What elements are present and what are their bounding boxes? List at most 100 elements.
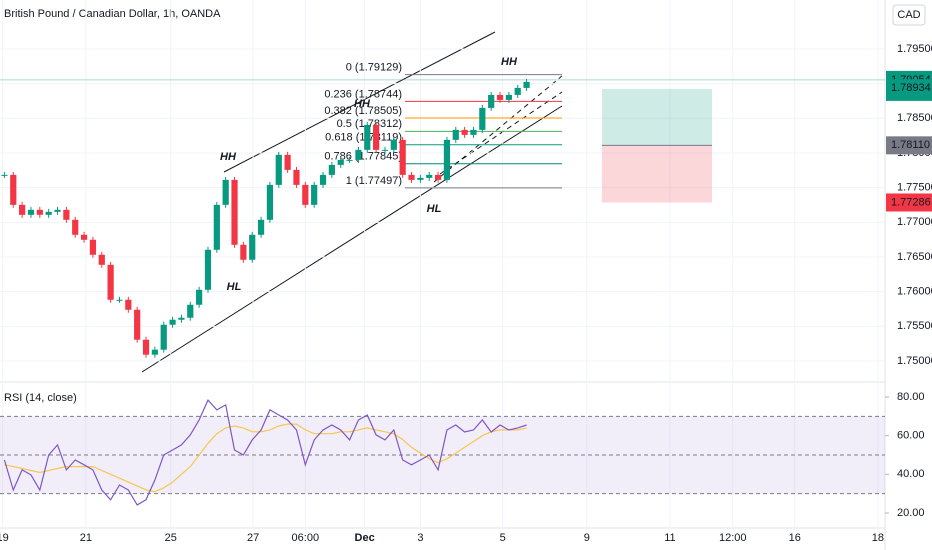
candle — [125, 299, 132, 310]
candle — [187, 304, 194, 318]
price-tag-label: 1.77286 — [891, 196, 931, 208]
x-tick-label: 12:00 — [719, 532, 747, 544]
x-tick-label: 5 — [500, 532, 506, 544]
x-tick-label: 06:00 — [292, 532, 320, 544]
candle — [399, 139, 406, 175]
pattern-label: HL — [227, 281, 242, 293]
channel-lower — [141, 105, 563, 373]
candle — [169, 319, 176, 325]
fib-label: 0 (1.79129) — [346, 62, 402, 74]
price-tag — [886, 193, 932, 212]
y-tick-label: 1.79500 — [897, 43, 932, 55]
candle — [196, 289, 203, 305]
candle — [204, 249, 212, 290]
candle — [461, 129, 468, 135]
candle — [45, 211, 52, 215]
y-tick-label: 1.76000 — [897, 286, 932, 298]
x-tick-label: 25 — [165, 532, 177, 544]
x-tick-label: Dec — [355, 532, 375, 544]
currency-button[interactable] — [892, 4, 926, 26]
candle — [355, 149, 362, 160]
target-zone — [602, 88, 712, 146]
price-tag-label: 1.78934 — [891, 82, 931, 94]
candle — [80, 234, 88, 240]
candle — [514, 87, 521, 95]
candle — [213, 204, 220, 250]
candle — [293, 169, 300, 185]
candle — [364, 124, 371, 150]
candle — [373, 124, 380, 150]
x-tick-label: 9 — [584, 532, 590, 544]
candle — [116, 299, 123, 301]
fib-label: 0.5 (1.78312) — [337, 118, 402, 130]
candle — [470, 129, 477, 135]
candle — [328, 164, 335, 175]
channel-upper — [223, 31, 496, 173]
candle — [222, 179, 229, 205]
x-tick-label: 21 — [80, 532, 92, 544]
price-tag-label: 1.78110 — [891, 139, 930, 151]
y-tick-label: 1.78500 — [897, 112, 932, 124]
candle — [231, 179, 238, 245]
y-tick-label: 1.77000 — [897, 216, 932, 228]
candle — [257, 219, 265, 235]
candle — [54, 209, 61, 212]
x-tick-label: 18 — [872, 532, 884, 544]
candle — [151, 349, 158, 355]
rsi-tick-label: 60.00 — [897, 430, 925, 442]
candle — [134, 309, 141, 340]
candle — [479, 107, 486, 130]
candle — [319, 174, 327, 185]
pattern-label: HH — [220, 151, 237, 163]
candle — [63, 209, 70, 220]
dashed-trend — [433, 75, 563, 183]
candle — [27, 209, 35, 215]
candle — [10, 174, 17, 205]
x-tick-label: 3 — [417, 532, 423, 544]
candle — [1, 174, 8, 176]
candle — [505, 94, 512, 100]
x-tick-label: 27 — [247, 532, 259, 544]
rsi-tick-label: 40.00 — [897, 468, 925, 480]
fib-label: 0.618 (1.78119) — [325, 132, 402, 144]
y-tick-label: 1.76500 — [897, 251, 932, 263]
price-tag — [886, 136, 932, 155]
candle — [142, 339, 150, 355]
candle — [275, 154, 282, 185]
candle — [266, 184, 274, 220]
candle — [426, 174, 433, 178]
fib-label: 0.236 (1.78744) — [324, 88, 402, 100]
candle — [72, 219, 79, 235]
candle — [89, 239, 97, 255]
pattern-label: HH — [354, 98, 371, 110]
x-tick-label: 19 — [0, 532, 9, 544]
candle — [434, 174, 442, 180]
candle — [337, 159, 344, 165]
rsi-line — [3, 399, 527, 506]
fib-label: 0.786 (1.77845) — [324, 151, 402, 163]
candle — [390, 139, 397, 150]
x-tick-label: 11 — [664, 532, 675, 544]
rsi-tick-label: 80.00 — [897, 391, 925, 403]
candle — [19, 204, 26, 215]
y-tick-label: 1.75000 — [897, 355, 932, 367]
currency[interactable]: CAD — [897, 9, 920, 21]
fib-label: 1 (1.77497) — [346, 175, 402, 187]
x-tick-label: 16 — [789, 532, 801, 544]
candle — [346, 159, 353, 161]
candle — [36, 209, 43, 215]
candle — [496, 94, 504, 100]
stop-zone — [602, 145, 712, 203]
candle — [443, 139, 451, 180]
candle — [408, 174, 415, 180]
candle — [107, 264, 114, 300]
candle — [98, 254, 105, 265]
price-tag — [886, 79, 932, 98]
candle — [302, 184, 309, 205]
candle — [178, 317, 185, 320]
candle — [311, 184, 318, 205]
candle — [381, 149, 389, 151]
candle — [240, 244, 247, 260]
candle — [452, 129, 459, 140]
